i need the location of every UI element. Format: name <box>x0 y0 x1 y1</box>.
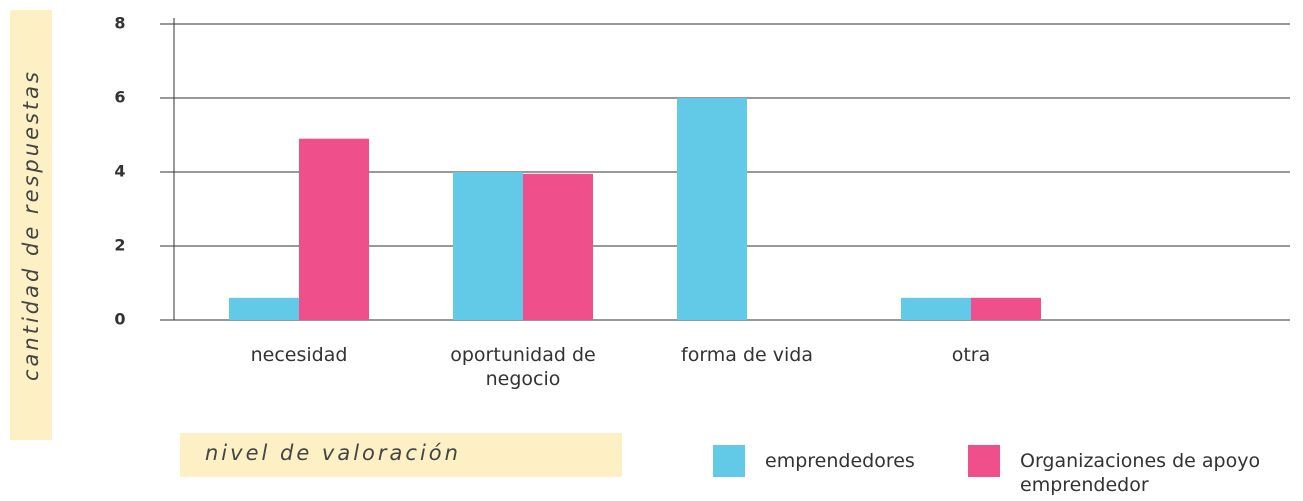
x-tick-label: forma de vida <box>681 344 813 366</box>
x-axis-title: nivel de valoración <box>205 441 461 465</box>
bar <box>901 297 971 320</box>
y-tick-label: 8 <box>114 14 125 33</box>
legend-label: Organizaciones de apoyo emprendedor <box>1020 450 1261 496</box>
bar <box>523 173 593 320</box>
legend-swatch <box>713 445 745 477</box>
y-tick-label: 0 <box>114 310 125 329</box>
legend-swatch <box>968 445 1000 477</box>
y-label-box <box>10 10 52 440</box>
x-label-box <box>180 433 622 477</box>
bar <box>453 172 523 320</box>
x-tick-label: necesidad <box>250 344 348 366</box>
y-tick-label: 4 <box>114 162 125 181</box>
bar <box>299 138 369 320</box>
bar <box>677 98 747 320</box>
bar <box>229 297 299 320</box>
bar <box>971 297 1041 320</box>
x-tick-label: oportunidad de negocio <box>450 344 596 390</box>
legend-label: emprendedores <box>765 450 915 472</box>
y-tick-label: 6 <box>114 88 125 107</box>
y-tick-label: 2 <box>114 236 125 255</box>
x-tick-label: otra <box>951 344 991 366</box>
